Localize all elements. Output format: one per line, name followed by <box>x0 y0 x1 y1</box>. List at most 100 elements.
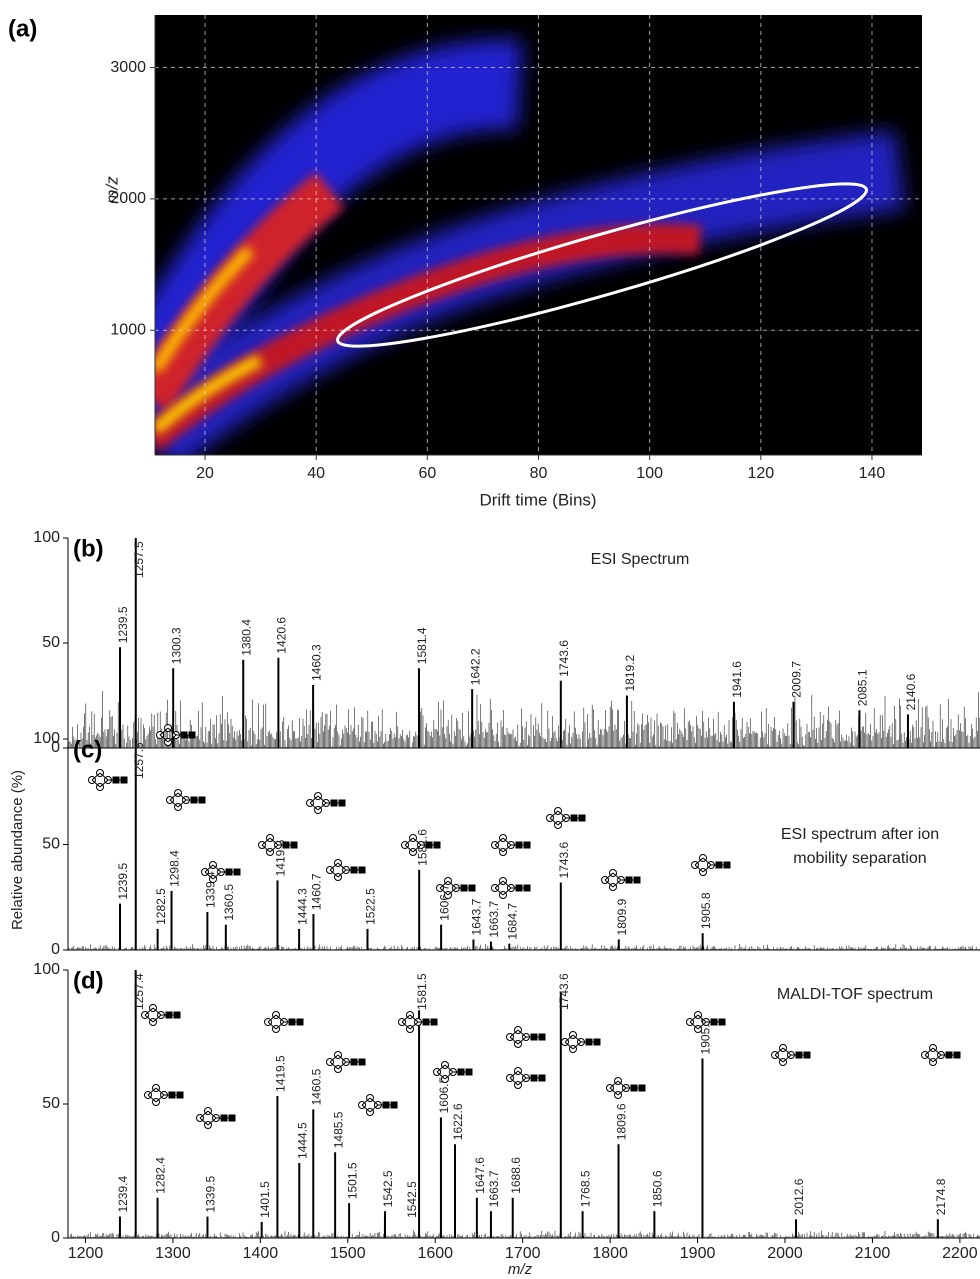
glycan-icon <box>491 877 531 899</box>
glycan-bonds <box>401 1014 434 1030</box>
peak-label: 1401.5 <box>258 1181 272 1218</box>
y-tick-label: 3000 <box>110 59 146 76</box>
peak-label: 1460.7 <box>310 873 324 910</box>
peak-label: 2085.1 <box>856 669 870 706</box>
glycan-bonds <box>159 727 192 743</box>
peak-label: 1819.2 <box>623 654 637 691</box>
peak-label: 1941.6 <box>730 661 744 698</box>
y-tick-label: 100 <box>33 961 60 978</box>
peak-label: 2009.7 <box>790 661 804 698</box>
panel-label: (a) <box>8 15 37 42</box>
glycan-bonds <box>267 1014 300 1030</box>
peak-label: 1444.5 <box>295 1122 309 1159</box>
glycan-icon <box>196 1107 236 1129</box>
glycan-bonds <box>329 862 362 878</box>
peak-label: 1905.6 <box>699 1017 713 1054</box>
glycan-icon <box>433 1061 473 1083</box>
glycan-icon <box>264 1011 304 1033</box>
x-tick-label: 2100 <box>855 1245 891 1262</box>
glycan-bonds <box>924 1047 957 1063</box>
peak-label: 1688.6 <box>509 1157 523 1194</box>
glycan-icon <box>436 877 476 899</box>
x-tick-label: 1900 <box>680 1245 716 1262</box>
peak-label: 1460.5 <box>309 1068 323 1105</box>
peak-label: 1257.5 <box>132 541 146 578</box>
peak-label: 1542.5 <box>405 1181 419 1218</box>
peak-label: 1239.5 <box>116 606 130 643</box>
peak-label: 1300.3 <box>169 627 183 664</box>
x-tick-label: 1700 <box>505 1245 541 1262</box>
glycan-bonds <box>144 1007 177 1023</box>
glycan-bonds <box>609 1080 642 1096</box>
glycan-icon <box>166 789 206 811</box>
glycan-bonds <box>147 1087 180 1103</box>
y-axis-label: m/z <box>102 176 121 204</box>
peak-label: 1420.6 <box>275 617 289 654</box>
peak-label: 1850.6 <box>651 1170 665 1207</box>
x-tick-label: 80 <box>530 465 548 482</box>
glycan-bonds <box>564 1034 597 1050</box>
peak-label: 1239.5 <box>116 863 130 900</box>
glycan-bonds <box>199 1110 232 1126</box>
glycan-bonds <box>494 880 527 896</box>
peak-label: 1581.5 <box>415 973 429 1010</box>
peak-label: 2140.6 <box>904 673 918 710</box>
peak-label: 1642.2 <box>468 648 482 685</box>
x-tick-label: 1500 <box>330 1245 366 1262</box>
peak-label: 1380.4 <box>239 619 253 656</box>
glycan-bonds <box>361 1097 394 1113</box>
glycan-bonds <box>404 837 437 853</box>
peak-label: 1643.7 <box>470 898 484 935</box>
glycan-icon <box>156 724 196 746</box>
peak-label: 1419.5 <box>274 1055 288 1092</box>
x-axis-label: m/z <box>508 1261 533 1278</box>
x-tick-label: 20 <box>196 465 214 482</box>
glycan-icon <box>401 834 441 856</box>
peak-label: 1743.6 <box>557 640 571 677</box>
peak-label: 1663.7 <box>487 901 501 938</box>
x-tick-label: 1600 <box>417 1245 453 1262</box>
x-tick-label: 1400 <box>243 1245 279 1262</box>
peak-label: 2012.6 <box>792 1178 806 1215</box>
glycan-bonds <box>261 837 294 853</box>
peak-label: 1360.5 <box>222 884 236 921</box>
x-tick-label: 2000 <box>767 1245 803 1262</box>
glycan-bonds <box>91 772 124 788</box>
panel-label: (b) <box>73 535 104 562</box>
glycan-icon <box>606 1077 646 1099</box>
glycan-icon <box>144 1084 184 1106</box>
x-axis-label: Drift time (Bins) <box>479 490 596 509</box>
peak-label: 1460.3 <box>309 644 323 681</box>
peak-label: 1298.4 <box>168 850 182 887</box>
panel-label: (d) <box>73 967 104 994</box>
y-tick-label: 2000 <box>110 190 146 207</box>
panel-annotation: mobility separation <box>793 850 926 867</box>
glycan-icon <box>141 1004 181 1026</box>
glycan-icon <box>88 769 128 791</box>
glycan-bonds <box>509 1029 542 1045</box>
peak-label: 1743.6 <box>557 841 571 878</box>
y-axis-label: Relative abundance (%) <box>9 770 26 930</box>
peak-label: 1684.7 <box>505 903 519 940</box>
x-tick-label: 140 <box>859 465 886 482</box>
panel-label: (c) <box>73 736 102 763</box>
panel-annotation: ESI spectrum after ion <box>781 826 939 843</box>
glycan-icon <box>686 1011 726 1033</box>
x-tick-label: 1800 <box>592 1245 628 1262</box>
y-tick-label: 100 <box>33 730 60 747</box>
glycan-bonds <box>439 880 472 896</box>
glycan-icon <box>326 1051 366 1073</box>
glycan-icon <box>491 834 531 856</box>
glycan-bonds <box>604 872 637 888</box>
peak-label: 1522.5 <box>364 888 378 925</box>
baseline-noise <box>68 690 980 748</box>
x-tick-label: 120 <box>747 465 774 482</box>
glycan-icon <box>201 861 241 883</box>
peak-label: 1905.8 <box>699 892 713 929</box>
glycan-bonds <box>509 1070 542 1086</box>
peak-label: 1743.6 <box>557 973 571 1010</box>
y-tick-label: 50 <box>42 1095 60 1112</box>
peak-label: 1485.5 <box>331 1111 345 1148</box>
peak-label: 1581.4 <box>415 627 429 664</box>
